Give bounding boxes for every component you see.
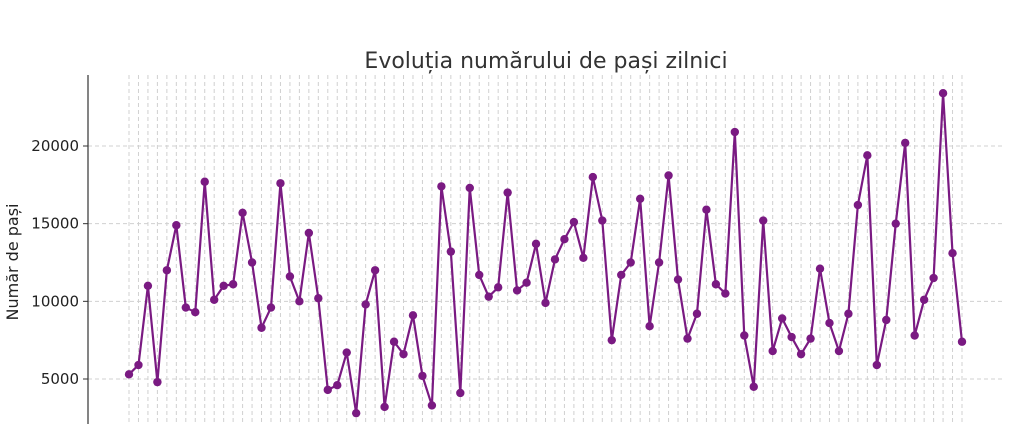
data-point: [957, 337, 967, 346]
data-point: [683, 334, 692, 343]
y-tick-label: 10000: [31, 292, 79, 310]
data-point: [768, 346, 777, 356]
data-point: [901, 138, 910, 148]
y-tick-labels: 5000 10000 15000 20000: [31, 137, 88, 388]
data-point: [825, 318, 834, 328]
y-tick-label: 5000: [41, 370, 79, 388]
y-tick-label: 15000: [31, 215, 79, 233]
data-point: [399, 349, 408, 359]
data-point: [635, 194, 645, 204]
data-point: [598, 216, 607, 225]
data-point: [314, 294, 323, 303]
data-point: [872, 360, 882, 370]
data-point: [560, 235, 569, 244]
data-points: [124, 88, 967, 418]
data-point: [191, 308, 200, 317]
data-point: [465, 183, 474, 193]
data-point: [295, 297, 304, 306]
data-point: [654, 258, 664, 267]
data-point: [181, 303, 190, 312]
data-point: [815, 264, 825, 273]
data-point: [427, 401, 437, 410]
data-point: [333, 381, 342, 390]
data-point: [503, 188, 512, 197]
data-point: [749, 382, 758, 391]
data-point: [948, 248, 957, 258]
data-point: [891, 219, 900, 228]
data-point: [446, 247, 456, 256]
data-point: [437, 182, 446, 191]
y-tick-label: 20000: [31, 137, 79, 155]
data-point: [730, 127, 740, 137]
data-point: [645, 321, 654, 331]
data-point: [759, 216, 768, 225]
data-point: [247, 258, 257, 267]
data-point: [919, 295, 929, 304]
data-point: [702, 205, 711, 214]
data-point: [579, 253, 588, 263]
data-point: [740, 331, 749, 340]
data-point: [153, 377, 162, 387]
data-point: [863, 151, 872, 160]
data-point: [617, 270, 626, 280]
y-axis-label: Număr de pași: [3, 204, 22, 321]
data-point: [692, 309, 702, 318]
data-point: [380, 402, 389, 412]
data-point: [522, 278, 531, 287]
data-point: [910, 331, 919, 340]
data-point: [512, 286, 522, 295]
data-point: [531, 239, 541, 249]
data-point: [266, 303, 276, 312]
data-point: [882, 315, 891, 325]
data-point: [418, 371, 427, 381]
data-point: [484, 292, 493, 301]
data-point: [351, 408, 361, 418]
data-point: [134, 360, 143, 370]
data-point: [796, 349, 806, 359]
data-point: [541, 298, 550, 308]
data-point: [493, 283, 503, 292]
data-point: [550, 255, 560, 264]
data-point: [626, 258, 635, 267]
data-point: [143, 281, 153, 290]
data-point: [370, 266, 380, 275]
data-point: [342, 348, 351, 357]
data-point: [711, 280, 721, 289]
data-point: [929, 273, 938, 283]
data-point: [389, 337, 399, 346]
data-point: [238, 208, 247, 217]
data-point: [456, 388, 465, 398]
data-point: [200, 177, 209, 186]
data-point: [853, 200, 863, 210]
data-point: [834, 346, 844, 356]
vertical-gridlines: [128, 75, 963, 424]
data-point: [787, 332, 796, 342]
data-point: [257, 323, 266, 332]
data-point: [361, 300, 370, 309]
data-point: [408, 311, 418, 320]
data-point: [664, 171, 673, 180]
data-point: [228, 280, 238, 289]
data-point: [673, 275, 683, 284]
data-point: [607, 335, 616, 345]
data-point: [721, 289, 730, 298]
data-point: [162, 266, 172, 275]
data-point: [219, 281, 228, 290]
data-point: [276, 179, 285, 188]
data-point: [588, 172, 598, 182]
data-point: [285, 272, 295, 281]
data-point: [806, 334, 815, 343]
data-point: [777, 314, 787, 323]
data-point: [209, 295, 219, 304]
data-point: [304, 228, 314, 238]
data-point: [844, 309, 853, 318]
data-point: [569, 217, 579, 227]
data-point: [938, 88, 948, 98]
chart-title: Evoluția numărului de pași zilnici: [364, 49, 727, 74]
data-point: [172, 221, 181, 230]
data-point: [323, 385, 332, 395]
data-point: [475, 270, 484, 280]
data-point: [124, 370, 134, 379]
